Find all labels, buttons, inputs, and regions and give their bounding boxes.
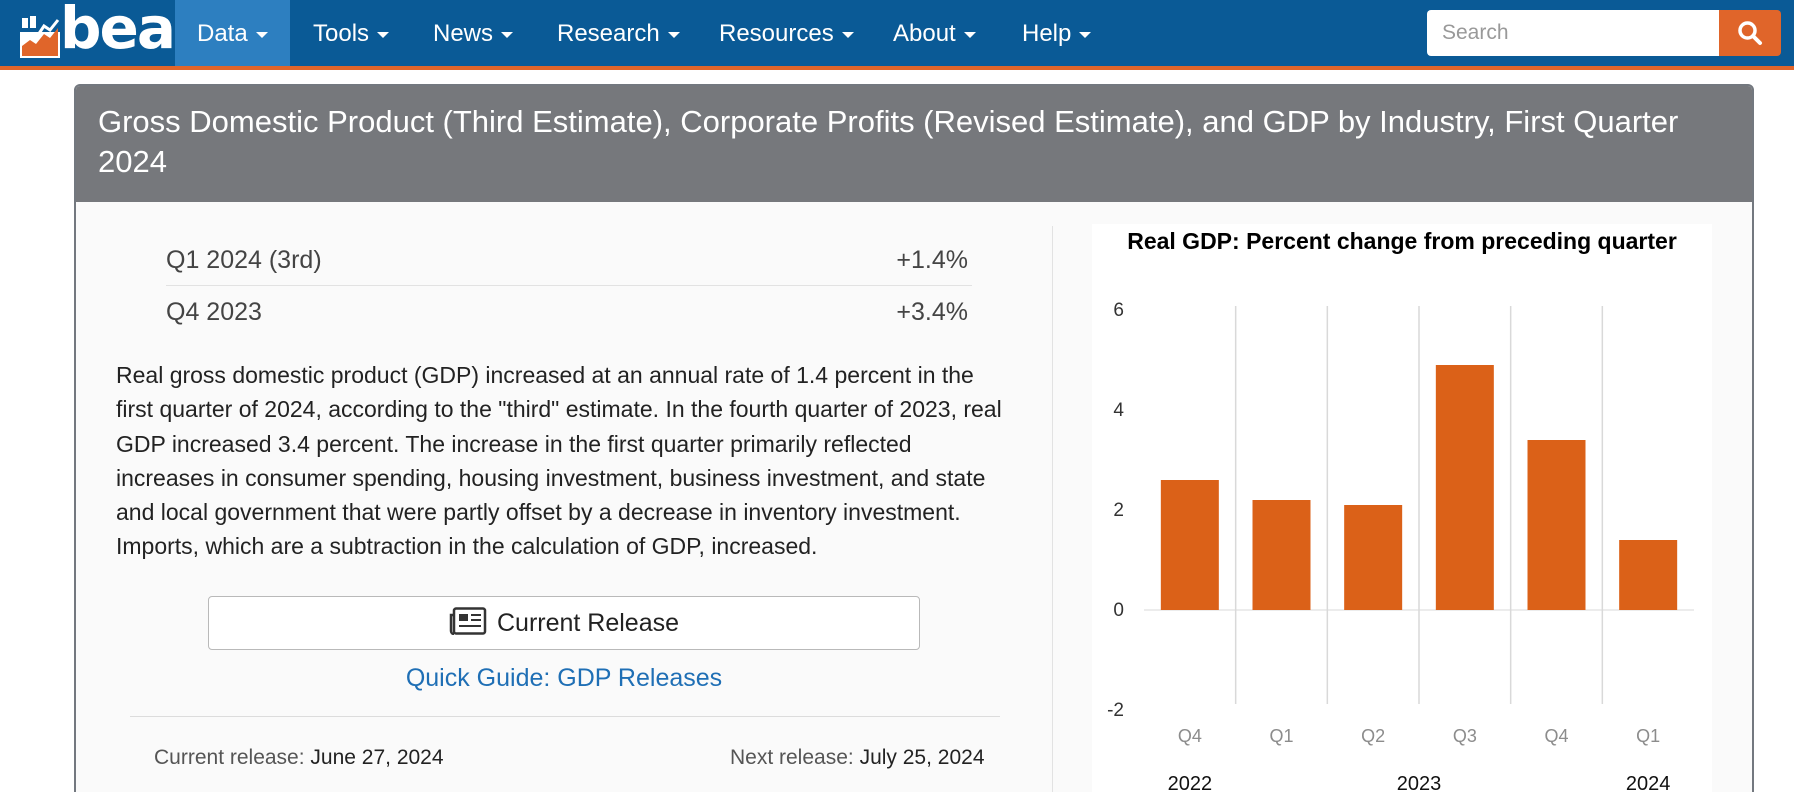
y-tick-label: 0 <box>1113 600 1124 621</box>
nav-tools-label: Tools <box>313 20 370 47</box>
bar <box>1619 540 1678 610</box>
caret-down-icon <box>1079 31 1092 38</box>
release-title: Gross Domestic Product (Third Estimate),… <box>98 104 1679 179</box>
year-label: 2023 <box>1397 773 1442 792</box>
year-label: 2024 <box>1626 773 1671 792</box>
gdp-chart: Real GDP: Percent change from preceding … <box>1092 224 1712 792</box>
y-tick-label: -2 <box>1107 700 1124 721</box>
nav-research-label: Research <box>557 20 660 47</box>
nav-news-label: News <box>433 20 494 47</box>
next-release-key: Next release: <box>730 746 854 769</box>
caret-down-icon <box>255 31 268 38</box>
summary-row: Q4 2023 +3.4% <box>166 286 972 338</box>
y-tick-label: 2 <box>1113 500 1124 521</box>
bar <box>1160 480 1219 610</box>
summary-label: Q4 2023 <box>166 298 262 326</box>
nav-research[interactable]: Research <box>535 0 702 66</box>
x-tick-label: Q3 <box>1453 726 1477 746</box>
next-release-info: Next release: July 25, 2024 <box>730 746 985 770</box>
search-button[interactable] <box>1719 10 1781 56</box>
nav-about-label: About <box>893 20 956 47</box>
summary-value: +1.4% <box>896 246 968 274</box>
next-release-date: July 25, 2024 <box>859 746 985 769</box>
current-release-date: June 27, 2024 <box>310 746 444 769</box>
y-tick-label: 6 <box>1113 300 1124 321</box>
summary-row: Q1 2024 (3rd) +1.4% <box>166 234 972 286</box>
nav-help-label: Help <box>1022 20 1072 47</box>
panel-header: Gross Domestic Product (Third Estimate),… <box>76 86 1752 202</box>
caret-down-icon <box>377 31 390 38</box>
y-tick-label: 4 <box>1113 400 1124 421</box>
nav-data-label: Data <box>197 20 248 47</box>
nav-tools[interactable]: Tools <box>291 0 411 66</box>
caret-down-icon <box>501 31 514 38</box>
x-tick-label: Q1 <box>1636 726 1660 746</box>
nav-resources[interactable]: Resources <box>697 0 876 66</box>
summary-label: Q1 2024 (3rd) <box>166 246 322 274</box>
chart-svg: 6 4 2 0 -2 Q4 Q1 Q2 Q3 Q4 Q1 2022 2023 2024 <box>1107 300 1694 792</box>
caret-down-icon <box>841 31 854 38</box>
current-release-key: Current release: <box>154 746 305 769</box>
x-tick-label: Q4 <box>1544 726 1568 746</box>
nav-help[interactable]: Help <box>1000 0 1113 66</box>
release-description: Real gross domestic product (GDP) increa… <box>116 362 1002 560</box>
bar <box>1252 500 1311 610</box>
x-tick-label: Q4 <box>1178 726 1202 746</box>
caret-down-icon <box>963 31 976 38</box>
nav-about[interactable]: About <box>871 0 998 66</box>
search-icon <box>1738 21 1762 45</box>
current-release-info: Current release: June 27, 2024 <box>154 746 444 770</box>
current-release-label: Current Release <box>496 609 680 637</box>
nav-resources-label: Resources <box>719 20 834 47</box>
summary-value: +3.4% <box>896 298 968 326</box>
bar <box>1344 505 1403 610</box>
year-label: 2022 <box>1168 773 1213 792</box>
nav-news[interactable]: News <box>411 0 535 66</box>
top-navbar: bea Data Tools News Research Resources A… <box>0 0 1794 70</box>
newspaper-icon <box>449 607 487 636</box>
x-tick-label: Q1 <box>1269 726 1293 746</box>
search-input[interactable] <box>1427 10 1719 56</box>
x-tick-label: Q2 <box>1361 726 1385 746</box>
bar <box>1527 440 1586 610</box>
nav-data[interactable]: Data <box>175 0 290 66</box>
caret-down-icon <box>667 31 680 38</box>
bea-logo-icon <box>20 16 60 58</box>
release-panel: Gross Domestic Product (Third Estimate),… <box>74 84 1754 792</box>
divider <box>130 716 1000 717</box>
column-divider <box>1052 226 1053 792</box>
brand-wordmark: bea <box>60 0 176 62</box>
current-release-button[interactable]: Current Release <box>208 596 920 650</box>
bar <box>1435 365 1494 610</box>
bea-logo[interactable]: bea <box>20 0 176 58</box>
quick-guide-link[interactable]: Quick Guide: GDP Releases <box>405 664 723 692</box>
chart-title: Real GDP: Percent change from preceding … <box>1127 228 1677 254</box>
